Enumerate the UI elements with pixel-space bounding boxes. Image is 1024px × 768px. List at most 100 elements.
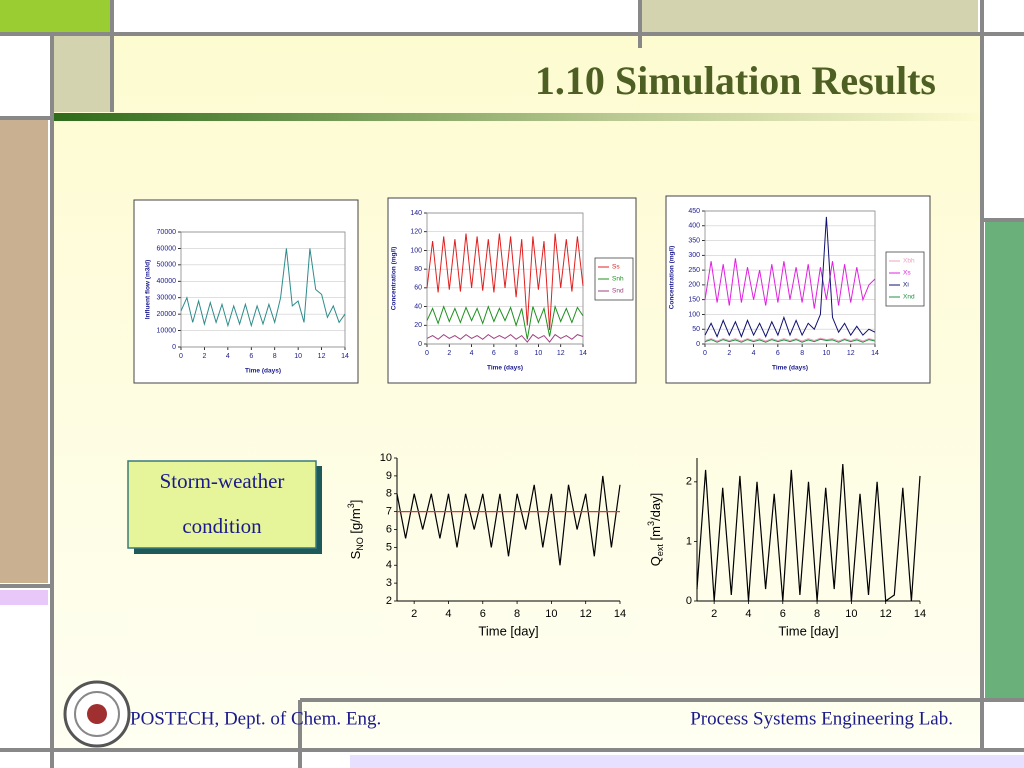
x-tick-label: 10 [294,353,302,360]
y-axis-label: Concentration (mg/l) [391,247,398,311]
footer-left: POSTECH, Dept. of Chem. Eng. [130,708,381,729]
x-tick-label: 12 [880,608,892,620]
x-tick-label: 0 [425,350,429,357]
y-tick-label: 8 [386,488,392,500]
x-tick-label: 2 [411,608,417,620]
x-tick-label: 4 [445,608,451,620]
x-tick-label: 8 [514,350,518,357]
legend-label: Xs [903,270,911,277]
logo [63,680,131,748]
x-tick-label: 8 [273,353,277,360]
x-tick-label: 14 [579,350,587,357]
x-tick-label: 10 [845,608,857,620]
y-axis-label-part: S [348,550,363,559]
title-bar [54,113,980,121]
plot-border [180,231,346,348]
y-tick-label: 150 [688,297,700,304]
chart: 0 10000 20000 30000 40000 50000 60000 70000 0 2 4 6… [133,199,359,384]
series-line [180,248,346,328]
slide-title: 1.10 Simulation Results [535,58,936,103]
x-tick-label: 8 [800,350,804,357]
series-line [426,233,584,331]
chart: 0 50 100 150 200 250 300 350 400 450 0 2 4 6 8 10 12 14 Xb… [665,195,931,384]
y-tick-label: 60 [414,285,422,292]
x-tick-label: 8 [514,608,520,620]
legend-label: Xi [903,282,909,289]
x-axis-label: Time [day] [778,623,838,638]
x-tick-label: 12 [557,350,565,357]
y-tick-label: 5 [386,541,392,553]
x-tick-label: 6 [480,608,486,620]
y-tick-label: 100 [688,311,700,318]
y-axis-label-part: /day] [648,493,663,521]
y-axis-label-part: Q [648,556,663,566]
y-tick-label: 100 [410,247,422,254]
y-tick-label: 350 [688,237,700,244]
x-tick-label: 6 [780,608,786,620]
y-tick-label: 6 [386,523,392,535]
x-tick-label: 10 [545,608,557,620]
x-tick-label: 4 [226,353,230,360]
x-tick-label: 2 [447,350,451,357]
y-tick-label: 70000 [157,229,177,236]
legend-label: Xbh [903,258,915,265]
x-tick-label: 2 [727,350,731,357]
y-axis-label: SNO [g/m3] [346,500,365,560]
x-tick-label: 2 [711,608,717,620]
y-tick-label: 4 [386,559,392,571]
x-tick-label: 14 [871,350,879,357]
content-area [54,36,980,748]
y-tick-label: 40 [414,303,422,310]
y-tick-label: 9 [386,470,392,482]
y-axis-label: Qext [m3/day] [646,493,665,566]
y-tick-label: 2 [686,476,692,488]
x-tick-label: 12 [318,353,326,360]
y-tick-label: 450 [688,208,700,215]
x-axis-label: Time [day] [478,623,538,638]
x-tick-label: 4 [752,350,756,357]
x-tick-label: 4 [745,608,751,620]
plot-border [426,212,584,345]
x-axis-label: Time (days) [245,368,281,375]
y-tick-label: 80 [414,266,422,273]
y-tick-label: 10 [380,452,392,464]
y-tick-label: 2 [386,595,392,607]
x-tick-label: 2 [202,353,206,360]
x-tick-label: 0 [179,353,183,360]
y-axis-label-part: 3 [346,503,356,508]
x-axis-label: Time (days) [487,365,523,372]
plot-border [704,210,876,345]
series-line [704,338,876,343]
legend-label: Snh [612,276,624,283]
y-tick-label: 20 [414,322,422,329]
y-tick-label: 0 [686,595,692,607]
y-tick-label: 40000 [157,278,177,285]
y-tick-label: 0 [696,341,700,348]
y-axis-label-part: ] [348,500,363,504]
series-line [396,475,621,566]
y-tick-label: 400 [688,223,700,230]
y-tick-label: 60000 [157,245,177,252]
y-axis-label: Influent flow (m3/d) [145,260,152,320]
series-line [704,337,876,342]
y-tick-label: 1 [686,535,692,547]
y-tick-label: 140 [410,210,422,217]
y-tick-label: 250 [688,267,700,274]
x-tick-label: 0 [703,350,707,357]
x-tick-label: 6 [249,353,253,360]
x-tick-label: 12 [847,350,855,357]
y-tick-label: 0 [418,341,422,348]
y-tick-label: 0 [172,344,176,351]
x-tick-label: 6 [492,350,496,357]
x-axis-label: Time (days) [772,365,808,372]
x-tick-label: 14 [614,608,626,620]
y-tick-label: 30000 [157,295,177,302]
y-tick-label: 3 [386,577,392,589]
y-tick-label: 7 [386,506,392,518]
y-tick-label: 50 [692,326,700,333]
series-line [426,333,584,343]
y-tick-label: 300 [688,252,700,259]
